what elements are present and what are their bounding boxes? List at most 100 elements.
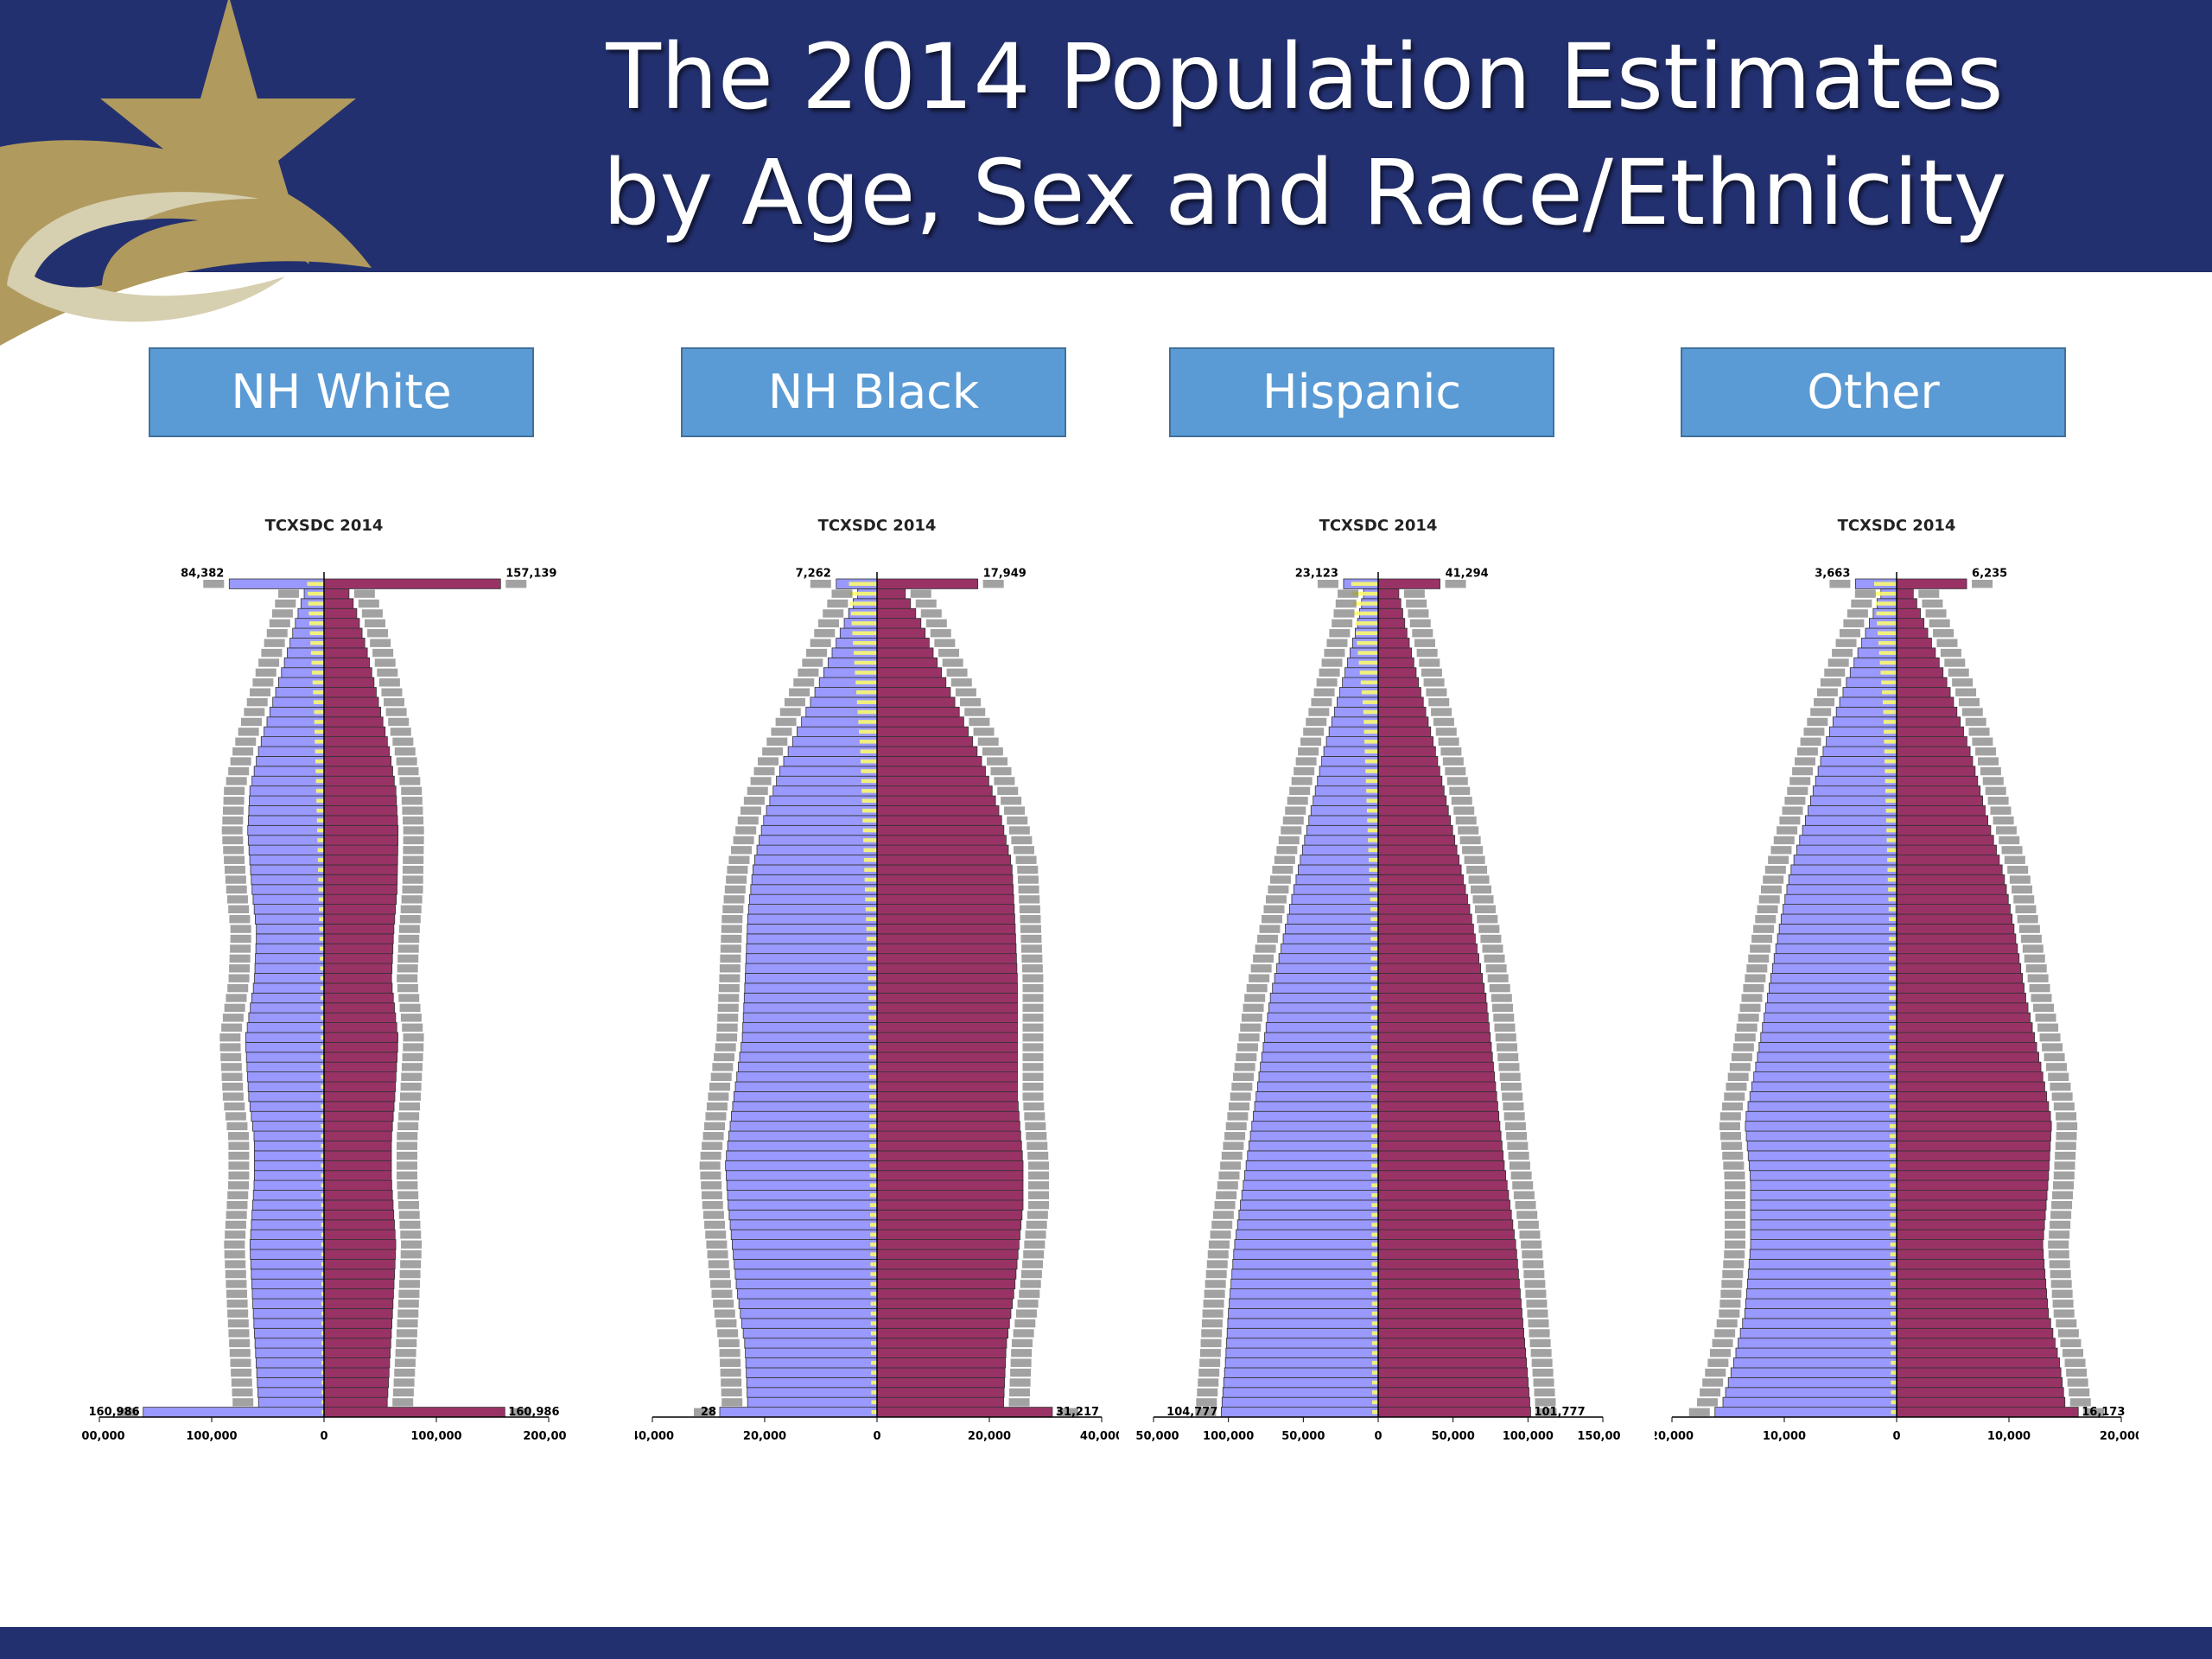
overlay-mark [1371,1124,1378,1128]
overlay-mark [1368,848,1378,853]
male-value-label [1272,865,1294,874]
x-tick-label: 0 [320,1430,327,1443]
overlay-mark [1363,700,1378,704]
tab-other[interactable]: Other [1681,347,2066,437]
x-tick-label: 100,000 [410,1430,461,1443]
female-value-label [392,1388,414,1397]
female-bar [323,1278,395,1290]
female-bar [323,627,363,639]
overlay-mark [1890,1203,1897,1207]
overlay-mark [1371,1192,1378,1198]
female-bar [323,943,394,955]
female-value-label [1958,697,1980,707]
female-value-label [1013,1329,1034,1338]
x-tick-label: 100,000 [186,1430,237,1443]
female-value-label [1493,1014,1515,1022]
female-bar [323,1002,395,1014]
overlay-mark [1890,1301,1897,1306]
male-value-label [224,1102,245,1111]
overlay-mark [1878,640,1897,645]
male-bar [246,1061,325,1072]
female-value-label [1517,1220,1539,1230]
female-value-label [1027,1141,1048,1150]
male-bar [1750,1199,1897,1211]
male-bar [1745,1121,1897,1132]
female-value-label [1499,1072,1521,1081]
female-bar [876,913,1015,925]
female-bar [876,815,1002,826]
male-value-label [721,925,742,933]
tab-nh-white[interactable]: NH White [149,347,534,437]
male-value-label [222,806,244,815]
female-bar [1377,1288,1521,1300]
female-value-label [1028,1200,1049,1210]
female-bar [323,1229,396,1240]
female-value-label [1503,1102,1524,1111]
female-value-label [394,1358,416,1367]
female-bar [876,1190,1024,1201]
male-bar [254,973,325,984]
female-value-label [1484,954,1505,963]
female-bar [876,855,1011,866]
female-value-label [1007,816,1028,825]
male-bar [1757,1052,1897,1063]
overlay-mark [1889,1114,1897,1119]
chart-title: TCXSDC 2014 [818,517,937,535]
male-value-label [226,895,248,904]
overlay-mark [854,660,877,665]
female-value-label [1015,1309,1037,1318]
female-bar [1377,1278,1520,1290]
overlay-mark [1885,789,1897,793]
female-bar [1377,607,1403,620]
overlay-mark [860,759,877,764]
male-bar [1749,1091,1897,1103]
male-value-label [1803,728,1825,736]
male-value-label [222,816,244,825]
female-value-label [1494,1023,1516,1032]
tab-hispanic[interactable]: Hispanic [1169,347,1554,437]
female-value-label [1022,1043,1044,1052]
x-tick-label: 20,000 [2100,1430,2139,1443]
female-bar [1896,1141,2051,1152]
female-value-label [2029,983,2050,993]
female-value-label [1933,629,1955,638]
male-value-label [1755,915,1777,924]
female-bar [323,1121,393,1132]
female-value-label [397,944,419,953]
overlay-mark [868,986,877,990]
male-value-label [779,708,801,716]
overlay-mark [1891,1321,1897,1325]
x-tick-label: 10,000 [1987,1430,2031,1443]
female-value-label [1510,1171,1532,1180]
male-value-label [719,964,741,973]
male-value-label [810,580,831,588]
overlay-mark [319,917,324,921]
male-value-label [1835,639,1857,647]
male-bar [249,1239,325,1250]
female-bar [323,578,501,589]
female-value-label [1449,786,1471,796]
female-bar [1896,1219,2045,1230]
overlay-mark [316,808,324,813]
tab-nh-black[interactable]: NH Black [681,347,1066,437]
overlay-mark [308,591,324,596]
top-male-label: 7,262 [796,568,831,581]
male-value-label [225,1112,246,1121]
female-bar [1377,1229,1515,1240]
female-value-label [1022,994,1044,1002]
overlay-mark [1363,729,1378,734]
overlay-mark [321,1311,324,1316]
female-value-label [397,1132,418,1141]
male-bar [1223,1376,1379,1389]
male-value-label [229,915,251,924]
female-bar [1896,973,2024,984]
female-bar [876,607,917,620]
female-value-label [1533,1378,1554,1387]
female-bar [323,706,381,718]
female-value-label [1459,836,1481,845]
female-value-label [960,697,982,707]
overlay-mark [317,857,324,862]
female-bar [323,696,379,708]
female-bar [1377,785,1445,797]
male-bar [747,1396,878,1408]
